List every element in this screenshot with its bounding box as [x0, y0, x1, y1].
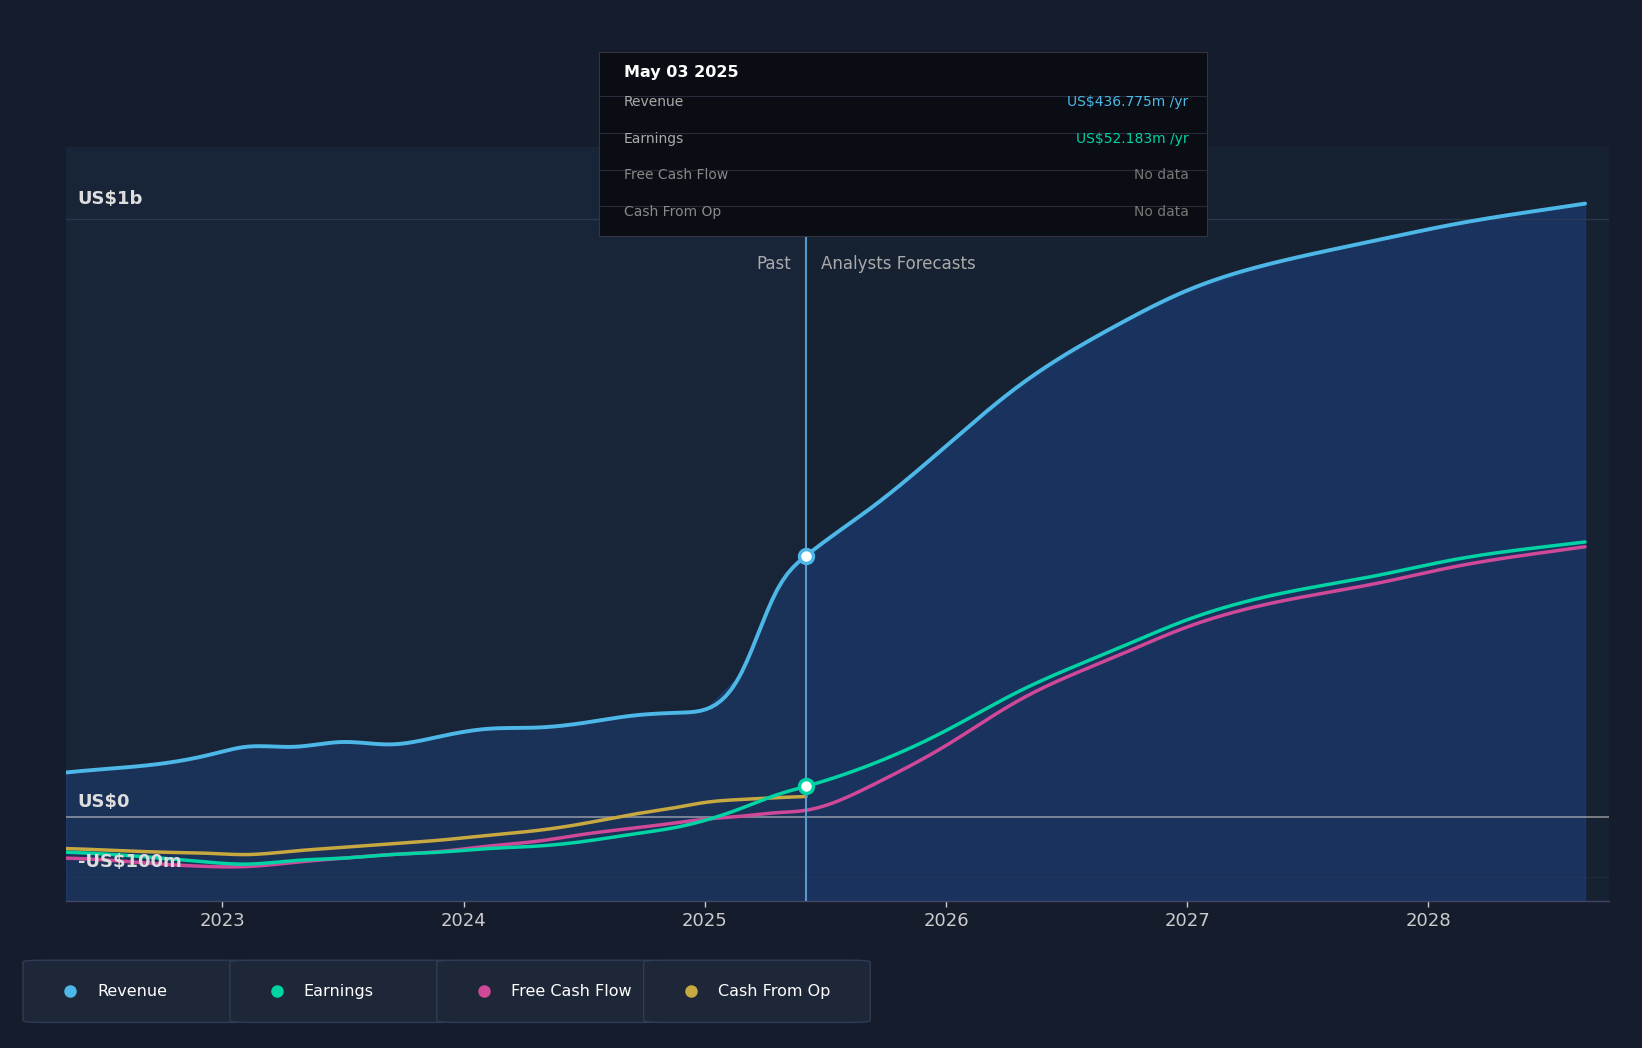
Text: Free Cash Flow: Free Cash Flow — [511, 984, 631, 999]
Text: No data: No data — [1133, 169, 1189, 182]
Text: Revenue: Revenue — [97, 984, 167, 999]
Text: Earnings: Earnings — [624, 132, 683, 146]
Text: May 03 2025: May 03 2025 — [624, 65, 739, 81]
Text: Free Cash Flow: Free Cash Flow — [624, 169, 727, 182]
FancyBboxPatch shape — [644, 960, 870, 1023]
Bar — [66, 147, 806, 901]
Text: Past: Past — [757, 255, 791, 272]
Text: US$52.183m /yr: US$52.183m /yr — [1076, 132, 1189, 146]
Text: -US$100m: -US$100m — [77, 853, 182, 871]
FancyBboxPatch shape — [230, 960, 456, 1023]
Text: US$436.775m /yr: US$436.775m /yr — [1067, 95, 1189, 109]
Text: Cash From Op: Cash From Op — [718, 984, 829, 999]
Bar — [806, 147, 1609, 901]
Text: US$0: US$0 — [77, 793, 130, 811]
Text: Cash From Op: Cash From Op — [624, 205, 721, 219]
FancyBboxPatch shape — [437, 960, 663, 1023]
Text: No data: No data — [1133, 205, 1189, 219]
Text: Revenue: Revenue — [624, 95, 683, 109]
FancyBboxPatch shape — [23, 960, 250, 1023]
Text: US$1b: US$1b — [77, 190, 143, 208]
Text: Earnings: Earnings — [304, 984, 374, 999]
Text: Analysts Forecasts: Analysts Forecasts — [821, 255, 975, 272]
